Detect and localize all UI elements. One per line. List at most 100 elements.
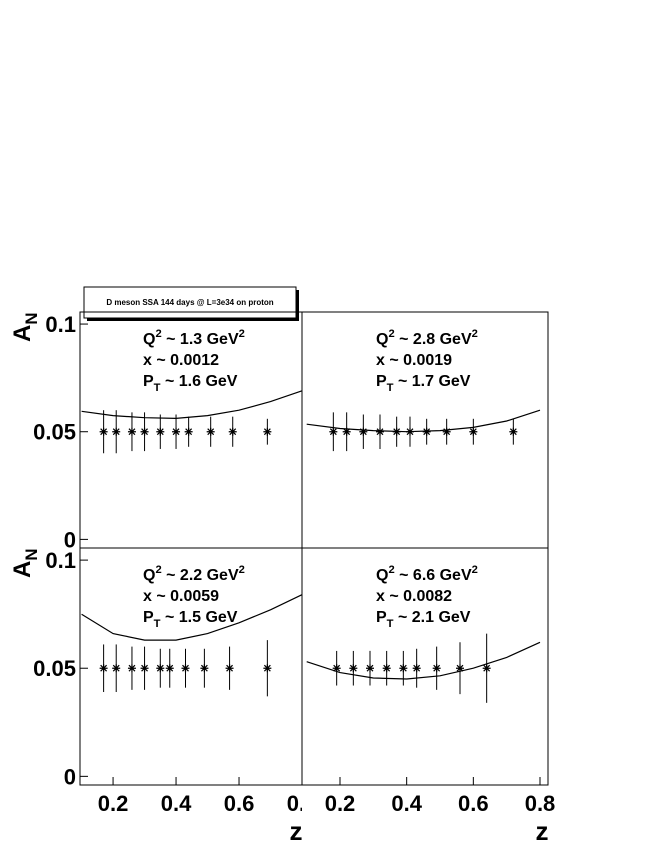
model-curve (81, 594, 303, 641)
point-marker (359, 427, 368, 436)
text-part: P (376, 373, 387, 390)
title-box (83, 286, 297, 319)
x-axis-label: z (536, 816, 549, 846)
annotation: Q2 ~ 2.8 GeV2 (376, 328, 478, 348)
point-marker (382, 664, 391, 673)
subscript: N (22, 313, 41, 325)
x-tick-label: 0.6 (458, 791, 489, 816)
text-part: Q (376, 567, 388, 584)
text-part: P (143, 609, 154, 626)
y-tick-label: 0 (64, 527, 76, 552)
y-axis-label: AN (9, 313, 41, 342)
annotation: PT ~ 2.1 GeV (376, 609, 471, 630)
subscript: T (154, 382, 161, 394)
text-part: ~ 6.6 GeV (395, 567, 472, 584)
point-marker (225, 664, 234, 673)
point-marker (263, 664, 272, 673)
x-tick-label: 0.4 (161, 791, 192, 816)
plot-frame (301, 547, 549, 786)
supscript: 2 (472, 328, 478, 340)
point-marker (392, 427, 401, 436)
text-part: ~ 1.6 GeV (161, 373, 238, 390)
y-tick-label: 0 (64, 764, 76, 789)
point-marker (156, 427, 165, 436)
y-axis-label: AN (9, 549, 41, 578)
text-part: Q (143, 331, 155, 348)
text-part: x ~ 0.0059 (143, 588, 219, 605)
annotation: PT ~ 1.7 GeV (376, 373, 471, 394)
text-part: P (143, 373, 154, 390)
point-marker (99, 427, 108, 436)
x-tick-label: 0.2 (98, 791, 129, 816)
x-tick-label: 0.4 (391, 791, 422, 816)
text-part: ~ 1.3 GeV (162, 331, 239, 348)
annotation: PT ~ 1.5 GeV (143, 609, 238, 630)
x-tick-label: 0.8 (287, 791, 318, 816)
supscript: 2 (155, 328, 161, 340)
x-tick-label: 0.2 (325, 791, 356, 816)
point-marker (112, 664, 121, 673)
subscript: T (387, 618, 394, 630)
y-tick-label: 0.1 (45, 548, 76, 573)
y-tick-label: 0.05 (33, 656, 76, 681)
model-curve (306, 409, 541, 433)
x-axis-label: z (290, 816, 303, 846)
point-marker (482, 664, 491, 673)
subscript: T (387, 382, 394, 394)
point-marker (140, 664, 149, 673)
text-part: ~ 2.1 GeV (394, 609, 471, 626)
text-part: ~ 1.7 GeV (394, 373, 471, 390)
point-marker (156, 664, 165, 673)
point-marker (127, 427, 136, 436)
subscript: T (154, 618, 161, 630)
point-marker (349, 664, 358, 673)
annotation: Q2 ~ 6.6 GeV2 (376, 564, 478, 584)
supscript: 2 (239, 564, 245, 576)
supscript: 2 (388, 564, 394, 576)
text-part: ~ 1.5 GeV (161, 609, 238, 626)
annotation: Q2 ~ 1.3 GeV2 (143, 328, 245, 348)
point-marker (206, 427, 215, 436)
point-marker (184, 427, 193, 436)
point-marker (406, 427, 414, 436)
point-marker (127, 664, 136, 673)
annotation: x ~ 0.0012 (143, 352, 219, 369)
point-marker (228, 427, 237, 436)
point-marker (509, 427, 518, 436)
x-tick-label: 0.8 (525, 791, 556, 816)
point-marker (140, 427, 149, 436)
chart-title: D meson SSA 144 days @ L=3e34 on proton (106, 298, 273, 307)
text-part: Q (376, 331, 388, 348)
annotation: Q2 ~ 2.2 GeV2 (143, 564, 245, 584)
annotation: x ~ 0.0082 (376, 588, 452, 605)
y-tick-label: 0.1 (45, 312, 76, 337)
y-tick-label: 0.05 (33, 420, 76, 445)
point-marker (399, 664, 408, 673)
point-marker (432, 664, 441, 673)
point-marker (422, 427, 431, 436)
point-marker (469, 427, 478, 436)
text-part: x ~ 0.0082 (376, 588, 452, 605)
text-part: P (376, 609, 387, 626)
model-curve (306, 641, 541, 680)
point-marker (172, 427, 181, 436)
point-marker (112, 427, 121, 436)
supscript: 2 (472, 564, 478, 576)
annotation: x ~ 0.0059 (143, 588, 219, 605)
model-curve (81, 390, 303, 420)
text-part: A (9, 325, 36, 342)
point-marker (165, 664, 174, 673)
supscript: 2 (388, 328, 394, 340)
point-marker (412, 664, 421, 673)
point-marker (99, 664, 108, 673)
point-marker (376, 427, 384, 436)
text-part: x ~ 0.0019 (376, 352, 452, 369)
point-marker (332, 664, 341, 673)
subscript: N (22, 549, 41, 561)
supscript: 2 (155, 564, 161, 576)
point-marker (329, 427, 338, 436)
point-marker (456, 664, 464, 673)
text-part: Q (143, 567, 155, 584)
text-part: ~ 2.2 GeV (162, 567, 239, 584)
